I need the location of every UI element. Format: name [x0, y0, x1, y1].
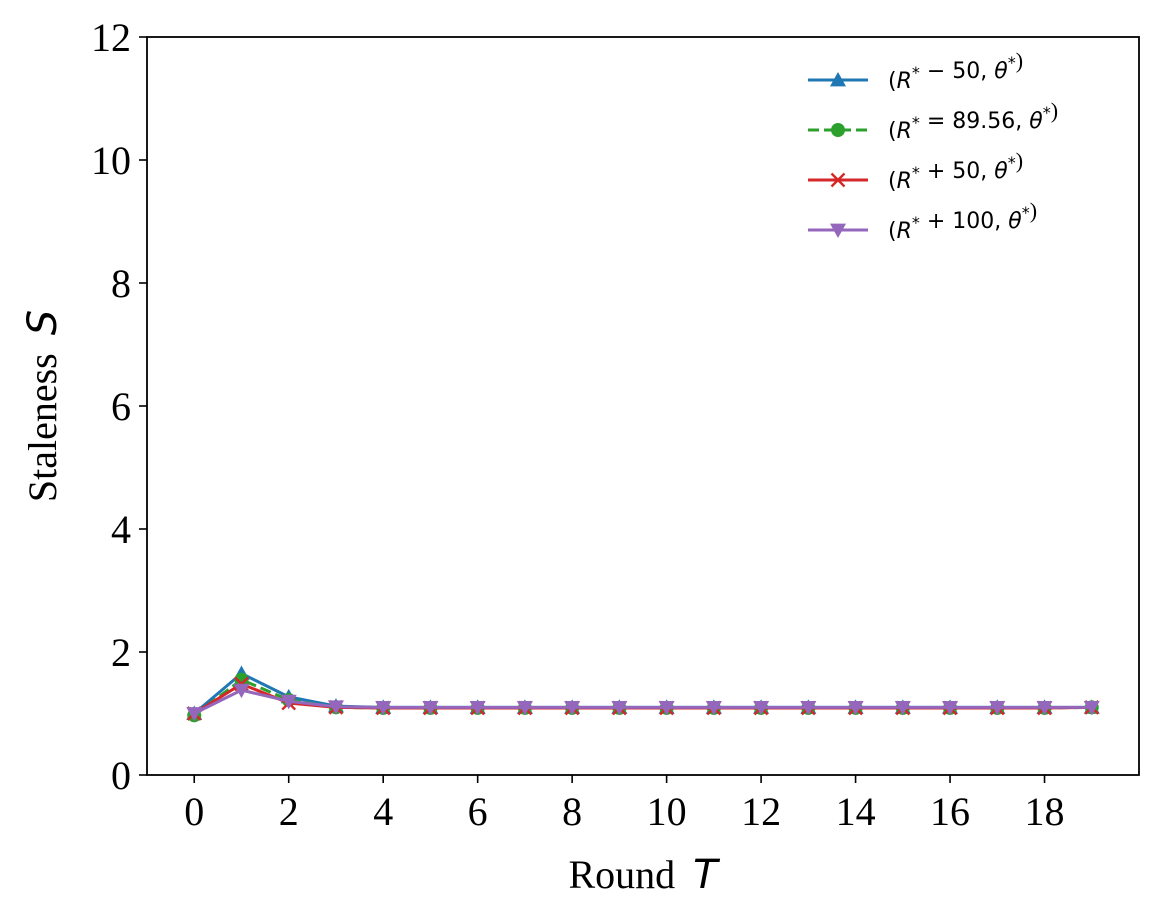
y-axis-label-text: Staleness — [20, 353, 65, 502]
series-4 — [186, 683, 1100, 722]
data-point — [658, 700, 675, 716]
legend-marker — [830, 223, 846, 238]
legend-label: (R* + 50, θ*) — [888, 148, 1023, 194]
data-point — [989, 700, 1006, 716]
x-axis: 0 2 4 6 8 10 12 14 16 18 — [184, 775, 1065, 834]
y-axis-label-variable: S — [20, 310, 66, 335]
x-tick-label: 18 — [1025, 789, 1065, 834]
x-axis-label: Round T — [568, 852, 721, 898]
x-axis-label-text: Round — [568, 852, 675, 897]
y-tick-label: 0 — [111, 753, 131, 798]
x-axis-label-variable: T — [693, 852, 721, 898]
legend-marker — [830, 72, 846, 87]
data-point — [705, 700, 722, 716]
x-tick-label: 10 — [647, 789, 687, 834]
data-point — [234, 672, 249, 687]
legend: (R* − 50, θ*)(R* = 89.56, θ*)(R* + 50, θ… — [808, 48, 1058, 244]
x-tick-label: 0 — [184, 789, 204, 834]
data-point — [1083, 700, 1100, 716]
legend-item: (R* − 50, θ*) — [808, 48, 1023, 94]
y-tick-label: 8 — [111, 261, 131, 306]
x-tick-label: 16 — [930, 789, 970, 834]
x-tick-label: 6 — [468, 789, 488, 834]
data-point — [516, 700, 533, 716]
legend-label: (R* + 100, θ*) — [888, 198, 1037, 244]
data-point — [847, 700, 864, 716]
data-point — [233, 683, 250, 699]
y-tick-label: 4 — [111, 507, 131, 552]
x-tick-label: 8 — [562, 789, 582, 834]
y-axis-label: Staleness S — [20, 310, 66, 502]
data-point — [942, 700, 959, 716]
data-point — [375, 700, 392, 716]
data-point — [800, 700, 817, 716]
data-point — [186, 707, 203, 722]
data-point — [327, 700, 344, 715]
data-point — [1036, 700, 1053, 716]
data-point — [753, 700, 770, 716]
legend-marker — [830, 172, 846, 188]
legend-marker — [831, 123, 845, 137]
legend-item: (R* = 89.56, θ*) — [808, 98, 1058, 144]
legend-label: (R* = 89.56, θ*) — [888, 98, 1058, 144]
data-point — [280, 694, 297, 710]
y-axis: 0 2 4 6 8 10 12 — [91, 15, 147, 798]
series-layer — [186, 665, 1100, 723]
y-tick-label: 10 — [91, 138, 131, 183]
legend-item: (R* + 100, θ*) — [808, 198, 1037, 244]
data-point — [469, 700, 486, 716]
y-tick-label: 6 — [111, 384, 131, 429]
y-tick-label: 2 — [111, 630, 131, 675]
data-point — [894, 700, 911, 716]
data-point — [611, 700, 628, 716]
legend-label: (R* − 50, θ*) — [888, 48, 1023, 94]
data-point — [564, 700, 581, 716]
x-tick-label: 14 — [836, 789, 876, 834]
legend-item: (R* + 50, θ*) — [808, 148, 1023, 194]
x-tick-label: 2 — [279, 789, 299, 834]
series-line — [193, 688, 1092, 715]
y-tick-label: 12 — [91, 15, 131, 60]
x-tick-label: 4 — [373, 789, 393, 834]
x-tick-label: 12 — [741, 789, 781, 834]
data-point — [422, 700, 439, 716]
